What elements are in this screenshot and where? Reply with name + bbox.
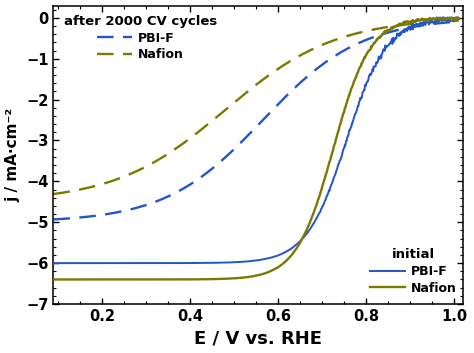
Y-axis label: j / mA·cm⁻²: j / mA·cm⁻² [6, 108, 20, 202]
X-axis label: E / V vs. RHE: E / V vs. RHE [194, 329, 322, 347]
Legend: PBI-F, Nafion: PBI-F, Nafion [370, 248, 457, 295]
